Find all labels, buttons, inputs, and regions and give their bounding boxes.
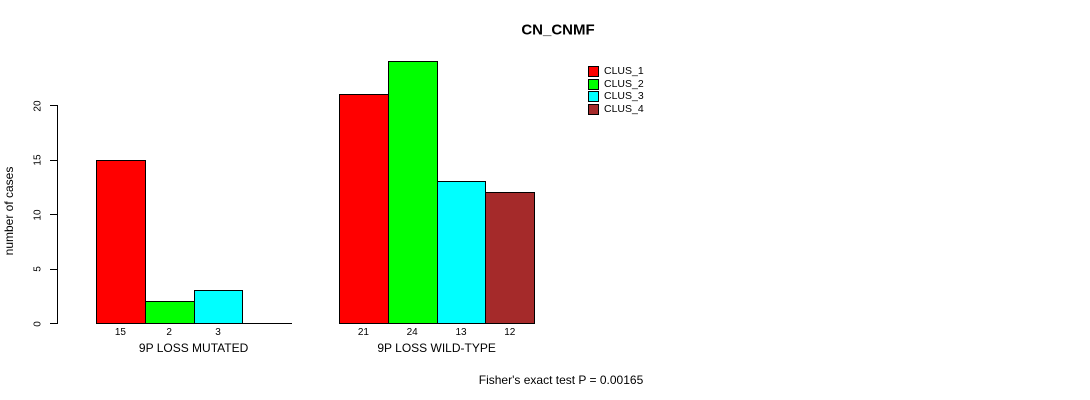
- legend-swatch-clus_3: [588, 91, 599, 103]
- legend-label-clus_2: CLUS_2: [604, 77, 644, 90]
- bar-clus_3-group2: [436, 181, 487, 324]
- bar-value-label: 21: [357, 327, 369, 338]
- bar-value-label: 24: [406, 327, 418, 338]
- legend-label-clus_4: CLUS_4: [604, 102, 644, 115]
- legend-label-clus_3: CLUS_3: [604, 90, 644, 103]
- bar-clus_1-group2: [339, 94, 389, 324]
- chart-title: CN_CNMF: [521, 21, 595, 39]
- bar-value-label: 3: [215, 327, 221, 338]
- y-axis-tick-label: 5: [32, 266, 44, 272]
- y-axis-tick-label: 0: [32, 320, 44, 327]
- legend-label-clus_1: CLUS_1: [604, 65, 644, 77]
- legend-swatch-clus_2: [588, 78, 599, 90]
- y-axis-tick: [50, 323, 57, 324]
- y-axis-tick: [50, 105, 57, 106]
- bar-clus_3-group1: [193, 290, 244, 324]
- group-label: 9P LOSS WILD-TYPE: [377, 341, 496, 355]
- legend-swatch-clus_1: [588, 66, 599, 77]
- bar-clus_2-group1: [144, 301, 195, 324]
- bar-clus_2-group2: [387, 61, 438, 324]
- y-axis-tick-label: 10: [32, 208, 44, 221]
- y-axis-tick-label: 20: [32, 99, 44, 112]
- bar-value-label: 12: [504, 327, 516, 338]
- bar-value-label: 2: [166, 327, 172, 338]
- y-axis-tick: [50, 159, 57, 161]
- y-axis-line: [57, 105, 58, 324]
- y-axis-tick-label: 15: [32, 154, 44, 166]
- bar-value-label: 13: [455, 327, 467, 338]
- y-axis-tick: [50, 214, 57, 215]
- group-label: 9P LOSS MUTATED: [138, 341, 249, 355]
- bar-value-label: 15: [114, 327, 126, 338]
- legend-swatch-clus_4: [588, 103, 599, 115]
- y-axis-tick: [50, 268, 57, 270]
- stat-annotation: Fisher's exact test P = 0.00165: [478, 373, 644, 387]
- bar-clus_1-group1: [96, 159, 146, 324]
- bar-clus_4-group2: [485, 192, 536, 324]
